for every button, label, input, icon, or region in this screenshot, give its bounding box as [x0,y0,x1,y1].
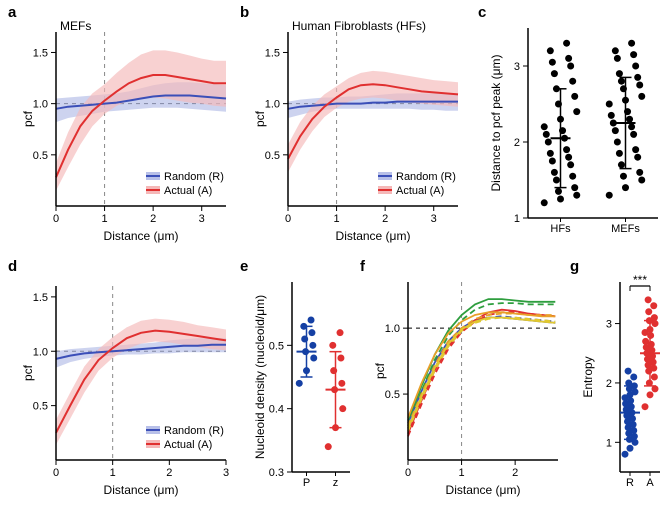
svg-text:1: 1 [102,213,108,225]
svg-text:Distance (μm): Distance (μm) [336,229,411,243]
panel-e-chart: 0.3 0.4 0.5Nucleoid density (nucleoid/μm) P… [252,268,356,500]
svg-text:Random (R): Random (R) [164,425,224,437]
svg-text:0.5: 0.5 [33,401,48,413]
svg-text:Distance to pcf peak (μm): Distance to pcf peak (μm) [489,55,503,192]
svg-text:1: 1 [514,213,520,225]
panel-b-label: b [240,4,249,21]
svg-text:1.0: 1.0 [265,99,280,111]
svg-text:1: 1 [110,467,116,479]
svg-text:Random (R): Random (R) [164,171,224,183]
figure: a b c d e f g 0 1 2 3 0.5 1.0 1.5 Distance (μm)… [0,0,669,506]
svg-text:3: 3 [514,61,520,73]
svg-text:HFs: HFs [550,223,571,235]
svg-text:pcf: pcf [253,110,267,127]
svg-text:Distance (μm): Distance (μm) [104,229,179,243]
panel-c-label: c [478,4,486,21]
panel-f-chart: 0 1 2 0.5 1.0 Distance (μm) pcf [372,268,564,500]
svg-text:0.5: 0.5 [33,150,48,162]
svg-text:3: 3 [431,213,437,225]
svg-text:1: 1 [334,213,340,225]
svg-text:Nucleoid density (nucleoid/μm): Nucleoid density (nucleoid/μm) [253,295,267,459]
svg-text:***: *** [633,273,647,287]
svg-text:0.5: 0.5 [265,150,280,162]
panel-f-label: f [360,258,365,275]
svg-text:Actual (A): Actual (A) [164,439,212,451]
svg-text:Distance (μm): Distance (μm) [446,483,521,497]
svg-text:MEFs: MEFs [611,223,640,235]
svg-text:Actual (A): Actual (A) [164,185,212,197]
svg-text:1.5: 1.5 [33,47,48,59]
svg-text:z: z [333,477,339,489]
svg-text:2: 2 [512,467,518,479]
svg-text:2: 2 [514,137,520,149]
svg-text:0.3: 0.3 [269,467,284,479]
svg-text:1: 1 [459,467,465,479]
svg-text:pcf: pcf [21,110,35,127]
svg-text:1.0: 1.0 [33,99,48,111]
panel-d-label: d [8,258,17,275]
svg-text:1.5: 1.5 [265,47,280,59]
svg-text:1: 1 [606,437,612,449]
svg-text:3: 3 [199,213,205,225]
svg-text:0.4: 0.4 [269,404,284,416]
svg-text:Entropy: Entropy [581,356,595,397]
panel-g-label: g [570,258,579,275]
svg-text:2: 2 [606,378,612,390]
svg-text:A: A [646,477,654,489]
svg-text:Human Fibroblasts (HFs): Human Fibroblasts (HFs) [292,19,426,33]
svg-text:1.5: 1.5 [33,292,48,304]
svg-text:0: 0 [53,467,59,479]
svg-text:MEFs: MEFs [60,19,91,33]
panel-d-chart: 0 1 2 3 0.5 1.0 1.5 Distance (μm) pcf Random (R) A… [20,268,232,500]
panel-a-label: a [8,4,16,21]
svg-text:0: 0 [285,213,291,225]
svg-text:Actual (A): Actual (A) [396,185,444,197]
svg-text:P: P [303,477,310,489]
svg-text:3: 3 [606,319,612,331]
panel-e-label: e [240,258,248,275]
svg-text:3: 3 [223,467,229,479]
svg-text:Distance (μm): Distance (μm) [104,483,179,497]
svg-text:Random (R): Random (R) [396,171,456,183]
svg-text:0: 0 [405,467,411,479]
panel-b-chart: 0 1 2 3 0.5 1.0 1.5 Distance (μm) pcf Human Fibro… [252,14,464,246]
svg-text:2: 2 [382,213,388,225]
panel-a-chart: 0 1 2 3 0.5 1.0 1.5 Distance (μm) pcf MEFs Random … [20,14,232,246]
svg-text:0.5: 0.5 [269,340,284,352]
svg-text:R: R [626,477,634,489]
svg-text:2: 2 [150,213,156,225]
svg-text:1.0: 1.0 [385,323,400,335]
panel-c-chart: 1 2 3 Distance to pcf peak (μm) HFs MEFs [488,14,664,246]
panel-g-chart: 1 2 3 Entropy RA *** [580,268,666,500]
svg-text:1.0: 1.0 [33,346,48,358]
svg-text:pcf: pcf [21,364,35,381]
svg-text:pcf: pcf [373,362,387,379]
svg-text:0.5: 0.5 [385,389,400,401]
svg-text:0: 0 [53,213,59,225]
svg-text:2: 2 [166,467,172,479]
